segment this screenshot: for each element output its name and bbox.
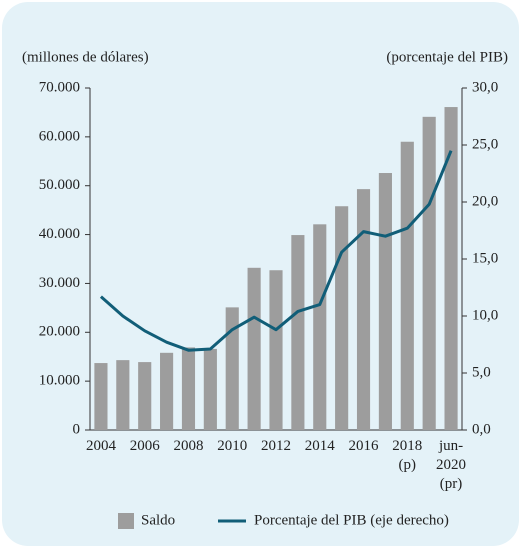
x-tick-label: 2006 [129,438,160,454]
bar [160,352,174,430]
bar [138,362,152,430]
legend-swatch [118,513,134,529]
x-tick-label: jun-2020 (pr) [436,438,467,492]
x-tick-label: 2014 [304,438,335,454]
y-tick-label: 40.000 [39,226,80,242]
bar [444,107,458,430]
legend-label: Saldo [141,512,175,528]
x-tick-label: 2008 [173,438,204,454]
x-tick-label: 2010 [217,438,248,454]
y-tick-label: 0 [73,421,81,437]
bar [291,235,305,430]
y2-axis-label: (porcentaje del PIB) [386,49,508,65]
bar [378,173,392,431]
bar [225,307,239,430]
line [99,150,453,352]
y2-tick-label: 5,0 [472,364,491,380]
legend-label: Porcentaje del PIB (eje derecho) [254,512,449,528]
bar [116,360,130,430]
bar [400,141,414,430]
y2-tick-label: 30,0 [472,79,498,95]
y2-tick-label: 0,0 [472,421,491,437]
y-tick-label: 60.000 [39,128,80,144]
bar [94,363,108,430]
y-axis-label: (millones de dólares) [22,49,149,65]
x-tick-label: 2018 (p) [392,438,423,473]
bar [181,347,196,430]
y2-tick-label: 25,0 [472,136,498,152]
bar [422,116,436,430]
y-tick-label: 10.000 [39,373,80,389]
y-tick-label: 20.000 [39,324,80,340]
bar [269,270,283,430]
bar [203,348,217,430]
x-tick-label: 2004 [85,438,116,454]
y-tick-label: 70.000 [39,79,80,95]
y2-tick-label: 20,0 [472,193,498,209]
bar [313,224,327,430]
y-tick-label: 50.000 [39,177,80,193]
bar [335,206,349,430]
bar [356,189,371,430]
y2-tick-label: 10,0 [472,307,498,323]
bar [247,267,261,430]
y2-tick-label: 15,0 [472,250,498,266]
x-tick-label: 2012 [261,438,291,454]
y-tick-label: 30.000 [39,275,80,291]
x-tick-label: 2016 [348,438,379,454]
